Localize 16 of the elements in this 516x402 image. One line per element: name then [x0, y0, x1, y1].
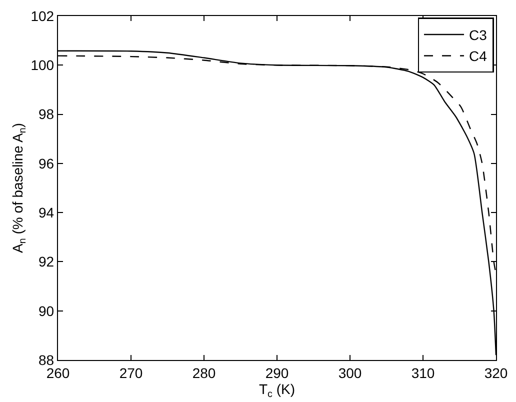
- x-tick-label: 280: [192, 364, 216, 381]
- y-tick-label: 92: [38, 254, 54, 270]
- y-tick-label: 94: [38, 204, 54, 220]
- y-tick-label: 100: [30, 57, 54, 74]
- legend-label: C3: [469, 26, 488, 43]
- y-tick-label: 96: [38, 155, 54, 172]
- x-tick-label: 300: [338, 364, 362, 381]
- x-tick-label: 320: [484, 364, 508, 381]
- legend-label: C4: [469, 48, 488, 64]
- y-tick-label: 90: [38, 302, 54, 319]
- x-tick-label: 310: [411, 364, 435, 381]
- y-tick-label: 102: [30, 8, 54, 24]
- x-tick-label: 290: [265, 364, 289, 381]
- y-tick-label: 98: [38, 106, 54, 122]
- x-axis-title: T$_{c}$ (K): [258, 380, 296, 400]
- x-tick-label: 270: [119, 364, 143, 381]
